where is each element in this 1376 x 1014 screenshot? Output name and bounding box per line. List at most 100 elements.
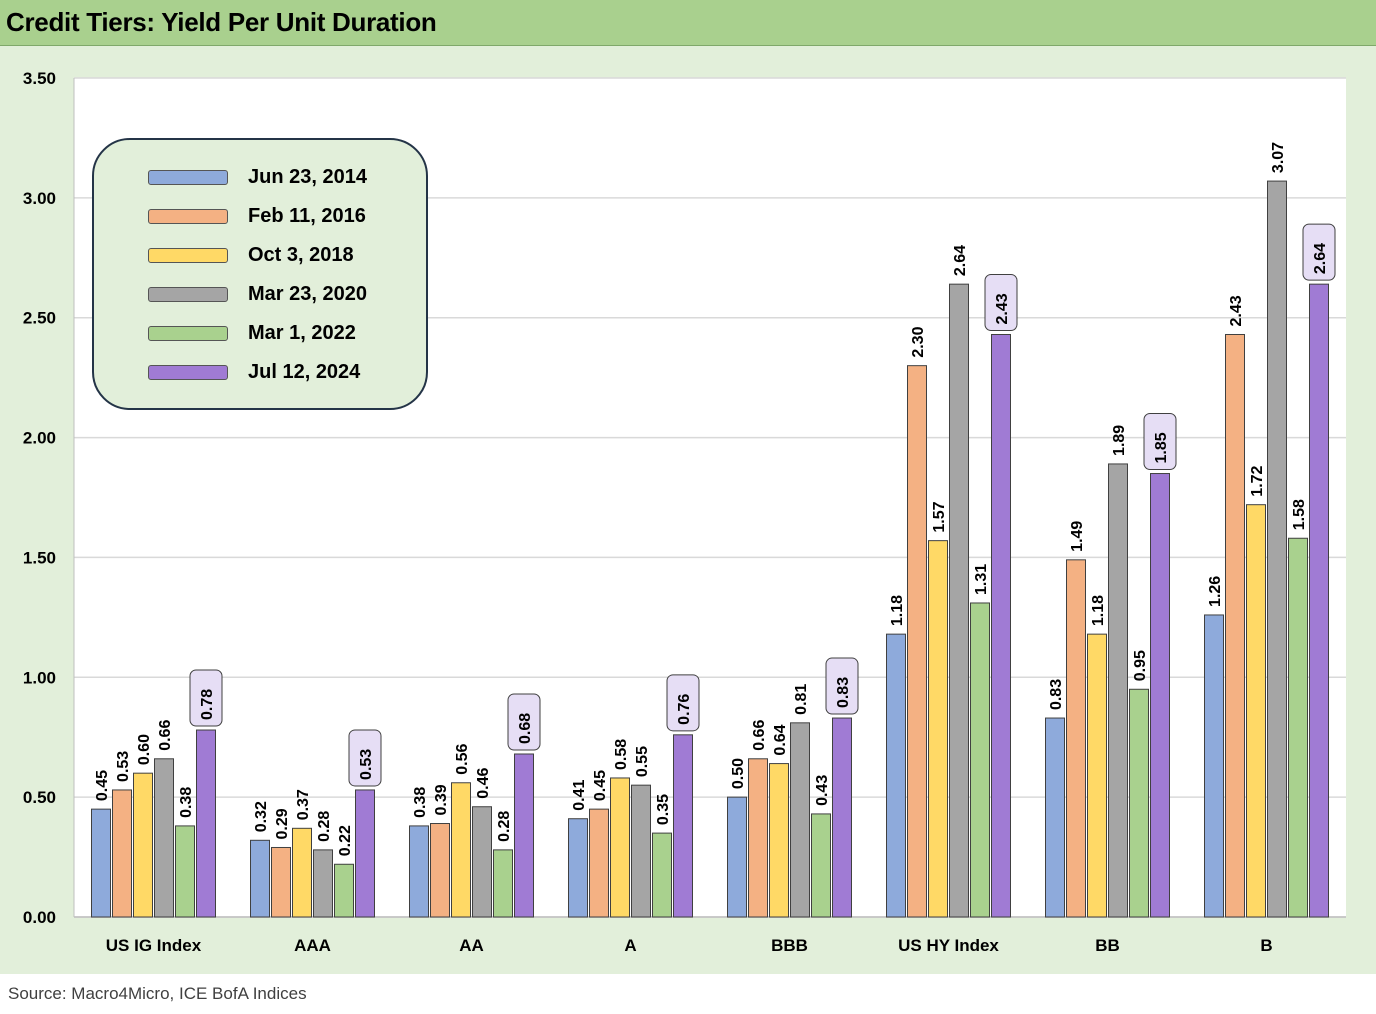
data-label: 0.45: [592, 770, 609, 801]
data-label: 0.46: [475, 767, 492, 798]
data-label: 2.43: [1228, 295, 1245, 326]
bar: [271, 846, 291, 918]
data-label: 1.85: [1153, 432, 1170, 463]
data-label: 0.83: [1048, 679, 1065, 710]
legend-label: Mar 23, 2020: [248, 283, 367, 305]
bar: [769, 763, 789, 918]
bar: [790, 722, 810, 918]
bar: [1150, 473, 1170, 918]
data-label: 0.35: [655, 794, 672, 825]
data-label: 1.31: [973, 564, 990, 595]
bar: [1066, 559, 1086, 918]
data-label: 1.26: [1207, 576, 1224, 607]
legend-item: Feb 11, 2016: [148, 205, 408, 229]
data-label: 0.38: [178, 787, 195, 818]
y-tick-label: 1.50: [23, 548, 56, 567]
legend-label: Jul 12, 2024: [248, 361, 361, 383]
bar-chart: 0.000.501.001.502.002.503.003.500.450.53…: [23, 69, 1346, 955]
legend-label: Mar 1, 2022: [248, 322, 356, 344]
legend-label: Jun 23, 2014: [248, 166, 367, 188]
data-label: 0.60: [136, 734, 153, 765]
data-label: 0.58: [613, 739, 630, 770]
legend-swatch: [148, 170, 228, 185]
bar: [652, 832, 672, 918]
source-note: Source: Macro4Micro, ICE BofA Indices: [8, 984, 307, 1003]
title-bar: Credit Tiers: Yield Per Unit Duration: [0, 0, 1376, 46]
bar: [1087, 633, 1107, 918]
bar: [886, 633, 906, 918]
data-label-box: [1143, 413, 1177, 471]
legend: Jun 23, 2014 Feb 11, 2016 Oct 3, 2018 Mar 2…: [92, 138, 428, 410]
y-tick-label: 2.00: [23, 429, 56, 448]
bar: [175, 825, 195, 918]
data-label: 0.66: [157, 720, 174, 751]
bar: [907, 365, 927, 918]
data-label: 3.07: [1270, 142, 1287, 173]
bar: [292, 827, 312, 918]
data-label: 0.56: [454, 744, 471, 775]
chart-area: 0.00 0.50 1.00 1.50 2.00 2.50 3.00 3.50 0.45 0.53…: [0, 46, 1376, 974]
x-tick-label: AA: [459, 936, 484, 955]
y-tick-label: 3.50: [23, 69, 56, 88]
data-label: 0.64: [772, 724, 789, 755]
data-label: 1.57: [931, 501, 948, 532]
data-label: 1.18: [1090, 595, 1107, 626]
bar: [355, 789, 375, 918]
bar: [196, 729, 216, 918]
data-label: 2.64: [952, 245, 969, 276]
bar: [589, 808, 609, 918]
data-label: 1.18: [889, 595, 906, 626]
bar: [1246, 504, 1266, 918]
x-tick-label: US HY Index: [898, 936, 999, 955]
data-label-box: [825, 657, 859, 715]
data-label: 0.38: [412, 787, 429, 818]
data-label: 0.22: [337, 825, 354, 856]
data-label: 2.43: [994, 293, 1011, 324]
data-label: 2.64: [1312, 243, 1329, 274]
bar: [673, 734, 693, 918]
legend-swatch: [148, 248, 228, 263]
data-label: 1.72: [1249, 465, 1266, 496]
bar: [154, 758, 174, 918]
bar: [1288, 537, 1308, 918]
data-label: 0.28: [496, 811, 513, 842]
bar: [1225, 333, 1245, 918]
legend-swatch: [148, 326, 228, 341]
x-tick-label: US IG Index: [106, 936, 202, 955]
bar: [313, 849, 333, 918]
data-label-box: [1302, 223, 1336, 281]
bar: [1204, 614, 1224, 918]
data-label: 0.50: [730, 758, 747, 789]
data-label: 0.53: [358, 749, 375, 780]
data-label: 0.32: [253, 801, 270, 832]
bar: [832, 717, 852, 918]
bar: [991, 333, 1011, 918]
data-label: 2.30: [910, 326, 927, 357]
data-label: 1.89: [1111, 425, 1128, 456]
x-tick-label: BB: [1095, 936, 1120, 955]
y-tick-label: 0.00: [23, 908, 56, 927]
data-label: 0.83: [835, 677, 852, 708]
data-label-box: [984, 273, 1018, 331]
y-tick-label: 1.00: [23, 668, 56, 687]
x-tick-label: BBB: [771, 936, 808, 955]
data-label: 0.81: [793, 684, 810, 715]
bar: [493, 849, 513, 918]
data-label-box: [666, 674, 700, 732]
data-label: 0.43: [814, 775, 831, 806]
data-label: 1.58: [1291, 499, 1308, 530]
bar: [970, 602, 990, 918]
data-label: 1.49: [1069, 521, 1086, 552]
bar: [610, 777, 630, 918]
data-label: 0.53: [115, 751, 132, 782]
data-label: 0.39: [433, 784, 450, 815]
data-label: 0.95: [1132, 650, 1149, 681]
y-tick-label: 0.50: [23, 788, 56, 807]
data-label: 0.45: [94, 770, 111, 801]
bar: [568, 818, 588, 918]
data-label-box: [189, 669, 223, 727]
bar: [1045, 717, 1065, 918]
data-label: 0.37: [295, 789, 312, 820]
data-label: 0.28: [316, 811, 333, 842]
bar: [430, 823, 450, 918]
